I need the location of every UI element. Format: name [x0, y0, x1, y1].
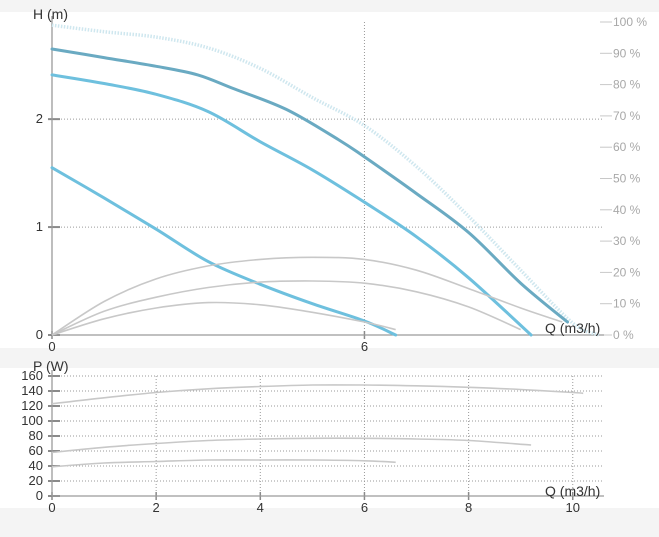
head-y-axis-title: H (m)	[33, 6, 68, 22]
power-y-tick-label: 60	[29, 443, 43, 458]
efficiency-axis-tick-label: 20 %	[613, 265, 641, 279]
power-y-tick-label: 100	[21, 413, 43, 428]
efficiency-axis-tick-label: 10 %	[613, 297, 641, 311]
power-y-tick-label: 20	[29, 473, 43, 488]
efficiency-axis-tick-label: 60 %	[613, 140, 641, 154]
head-y-tick-label: 1	[36, 219, 43, 234]
efficiency-axis-tick-label: 50 %	[613, 172, 641, 186]
power-y-tick-label: 160	[21, 368, 43, 383]
power-x-tick-label: 4	[257, 500, 264, 515]
efficiency-axis-tick-label: 80 %	[613, 78, 641, 92]
head-x-tick-label: 6	[361, 339, 368, 354]
head-curve-2	[50, 73, 533, 337]
efficiency-axis-tick-label: 40 %	[613, 203, 641, 217]
efficiency-axis-tick-label: 30 %	[613, 234, 641, 248]
efficiency-curve-5	[51, 280, 522, 336]
head-x-axis-title: Q (m3/h)	[545, 320, 600, 336]
power-y-tick-label: 140	[21, 383, 43, 398]
head-curve-1	[50, 47, 569, 324]
power-x-tick-label: 2	[153, 500, 160, 515]
head-y-tick-label: 0	[36, 327, 43, 342]
power-x-tick-label: 0	[48, 500, 55, 515]
power-x-axis-title: Q (m3/h)	[545, 483, 600, 499]
efficiency-axis-tick-label: 90 %	[613, 46, 641, 60]
power-curve-2	[51, 459, 396, 468]
power-y-tick-label: 80	[29, 428, 43, 443]
power-x-tick-label: 10	[566, 500, 580, 515]
efficiency-axis-tick-label: 70 %	[613, 109, 641, 123]
efficiency-axis-tick-label: 0 %	[613, 328, 634, 342]
power-y-tick-label: 120	[21, 398, 43, 413]
power-y-axis-title: P (W)	[33, 358, 69, 374]
power-x-tick-label: 6	[361, 500, 368, 515]
power-curve-0	[51, 384, 584, 405]
head-x-tick-label: 0	[48, 339, 55, 354]
power-y-tick-label: 0	[36, 488, 43, 503]
head-curve-3	[50, 166, 398, 337]
power-x-tick-label: 8	[465, 500, 472, 515]
power-y-tick-label: 40	[29, 458, 43, 473]
efficiency-curve-4	[51, 256, 563, 336]
efficiency-curve-6	[51, 301, 396, 336]
efficiency-axis-tick-label: 100 %	[613, 15, 647, 29]
head-y-tick-label: 2	[36, 111, 43, 126]
power-curve-1	[51, 437, 532, 454]
